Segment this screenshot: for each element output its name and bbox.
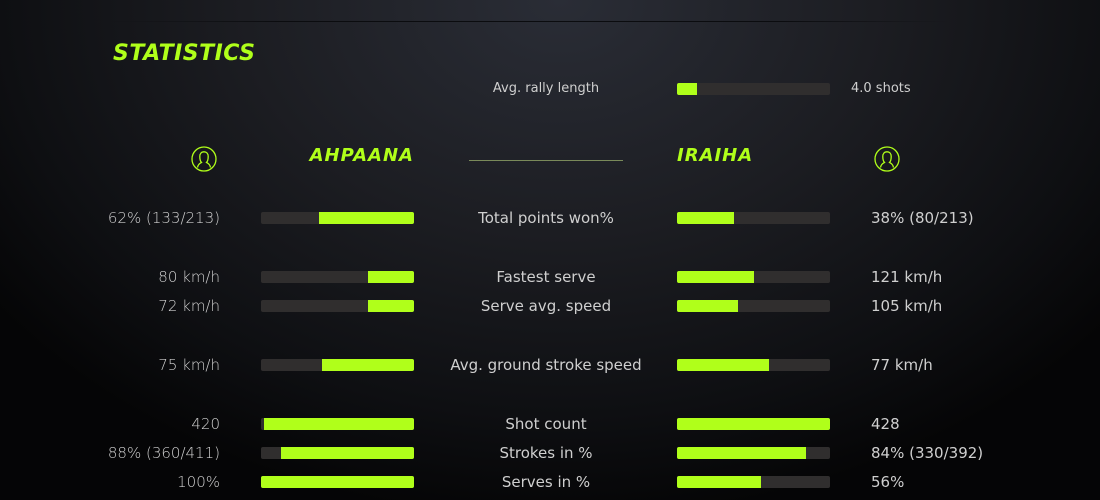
stat-right-bar [677, 212, 830, 224]
stat-label: Serves in % [501, 473, 591, 491]
stat-row: 80 km/h Fastest serve 121 km/h [0, 265, 1100, 289]
stat-left-bar [261, 359, 414, 371]
stat-left-bar [261, 300, 414, 312]
user-circle-icon [191, 146, 217, 172]
stat-left-value: 80 km/h [158, 268, 220, 286]
stat-right-value: 105 km/h [871, 297, 943, 315]
stat-right-bar-fill [677, 447, 806, 459]
stat-row: 88% (360/411) Strokes in % 84% (330/392) [0, 441, 1100, 465]
stat-left-bar-fill [319, 212, 414, 224]
rally-value: 4.0 shots [851, 81, 911, 96]
stat-label: Total points won% [478, 209, 614, 227]
stat-right-bar [677, 418, 830, 430]
stat-label: Avg. ground stroke speed [450, 356, 642, 374]
stat-right-bar [677, 447, 830, 459]
rally-label: Avg. rally length [492, 81, 600, 96]
stat-right-bar [677, 359, 830, 371]
page-title: STATISTICS [113, 41, 256, 66]
rally-row: Avg. rally length 4.0 shots [0, 77, 1100, 101]
stat-right-bar-fill [677, 271, 754, 283]
stat-right-bar [677, 476, 830, 488]
stat-left-value: 420 [191, 415, 220, 433]
stat-right-bar-fill [677, 212, 734, 224]
stat-left-bar [261, 418, 414, 430]
stat-left-value: 100% [177, 473, 220, 491]
stat-label: Fastest serve [496, 268, 596, 286]
stat-left-bar [261, 212, 414, 224]
stat-left-bar-fill [322, 359, 414, 371]
stat-right-value: 84% (330/392) [871, 444, 984, 462]
stat-label: Strokes in % [499, 444, 593, 462]
stat-right-bar [677, 300, 830, 312]
player-left-name: AHPAANA [309, 145, 414, 166]
stat-left-bar [261, 447, 414, 459]
stat-right-value: 38% (80/213) [871, 209, 974, 227]
stat-left-value: 62% (133/213) [107, 209, 220, 227]
stat-right-bar-fill [677, 476, 762, 488]
header-divider [469, 160, 623, 161]
stat-left-bar-fill [264, 418, 414, 430]
stat-row: 62% (133/213) Total points won% 38% (80/… [0, 206, 1100, 230]
stat-label: Shot count [505, 415, 587, 433]
stat-left-bar-fill [280, 447, 414, 459]
rally-bar [677, 83, 830, 95]
stat-right-bar-fill [677, 300, 739, 312]
player-right-name: IRAIHA [677, 145, 754, 166]
stat-right-bar-fill [677, 359, 769, 371]
stat-row: 420 Shot count 428 [0, 412, 1100, 436]
stat-left-bar [261, 271, 414, 283]
stat-row: 100% Serves in % 56% [0, 470, 1100, 494]
stat-left-value: 88% (360/411) [107, 444, 220, 462]
stat-right-bar [677, 271, 830, 283]
rally-bar-fill [677, 83, 697, 95]
stat-label: Serve avg. speed [480, 297, 612, 315]
stat-row: 75 km/h Avg. ground stroke speed 77 km/h [0, 353, 1100, 377]
user-circle-icon [874, 146, 900, 172]
stat-right-value: 428 [871, 415, 900, 433]
stat-right-value: 56% [871, 473, 905, 491]
stat-left-value: 72 km/h [158, 297, 220, 315]
stat-left-value: 75 km/h [158, 356, 220, 374]
stat-right-value: 121 km/h [871, 268, 943, 286]
stat-left-bar [261, 476, 414, 488]
stat-right-bar-fill [677, 418, 830, 430]
stat-right-value: 77 km/h [871, 356, 933, 374]
top-divider [110, 21, 950, 22]
stat-left-bar-fill [261, 476, 414, 488]
stat-left-bar-fill [368, 300, 414, 312]
stat-left-bar-fill [368, 271, 414, 283]
stat-row: 72 km/h Serve avg. speed 105 km/h [0, 294, 1100, 318]
